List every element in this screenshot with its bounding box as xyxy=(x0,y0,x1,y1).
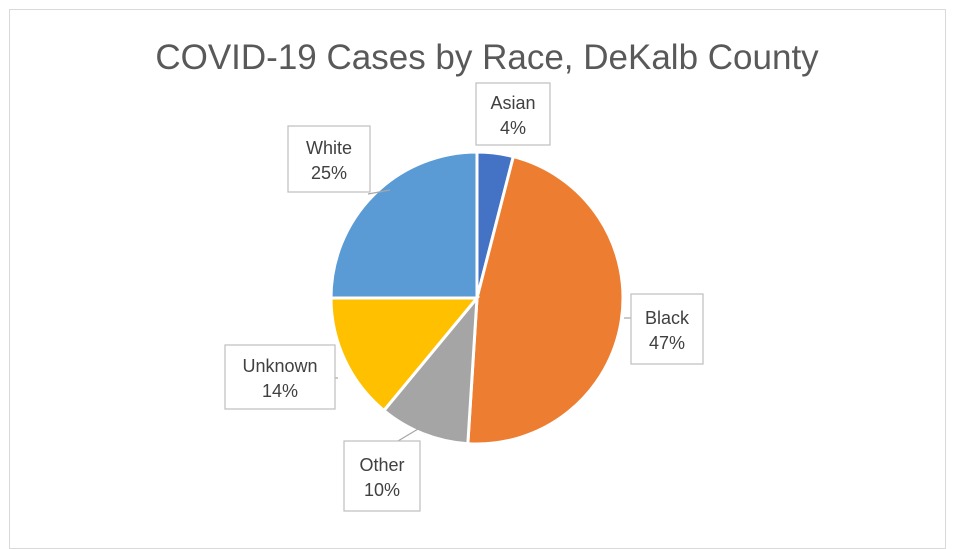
data-label-asian: Asian 4% xyxy=(475,82,551,146)
label-category: Other xyxy=(359,455,404,475)
data-label-white: White 25% xyxy=(287,125,371,193)
label-box xyxy=(343,440,421,512)
label-box xyxy=(287,125,371,193)
data-label-other: Other 10% xyxy=(343,440,421,512)
label-category: Black xyxy=(645,308,690,328)
chart-title: COVID-19 Cases by Race, DeKalb County xyxy=(155,38,819,77)
data-label-unknown: Unknown 14% xyxy=(224,344,336,410)
label-percent: 14% xyxy=(262,381,298,401)
leader-line-white xyxy=(367,189,391,195)
leader-line-other xyxy=(397,425,424,442)
pie-slice-white xyxy=(329,150,479,300)
label-box xyxy=(475,82,551,146)
label-percent: 4% xyxy=(500,118,526,138)
label-category: Asian xyxy=(490,93,535,113)
label-category: White xyxy=(306,138,352,158)
pie-slice-unknown xyxy=(329,296,481,413)
pie-chart: COVID-19 Cases by Race, DeKalb County As… xyxy=(155,38,819,512)
data-labels: Asian 4% Black 47% Other 10% Unknown 14% White 25… xyxy=(224,82,704,512)
pie-slice-black xyxy=(466,154,625,446)
label-box xyxy=(630,293,704,365)
label-percent: 47% xyxy=(649,333,685,353)
data-label-black: Black 47% xyxy=(630,293,704,365)
label-box xyxy=(224,344,336,410)
pie-slices xyxy=(329,150,625,446)
label-percent: 10% xyxy=(364,480,400,500)
pie-slice-other xyxy=(381,293,479,446)
label-percent: 25% xyxy=(311,163,347,183)
label-category: Unknown xyxy=(242,356,317,376)
